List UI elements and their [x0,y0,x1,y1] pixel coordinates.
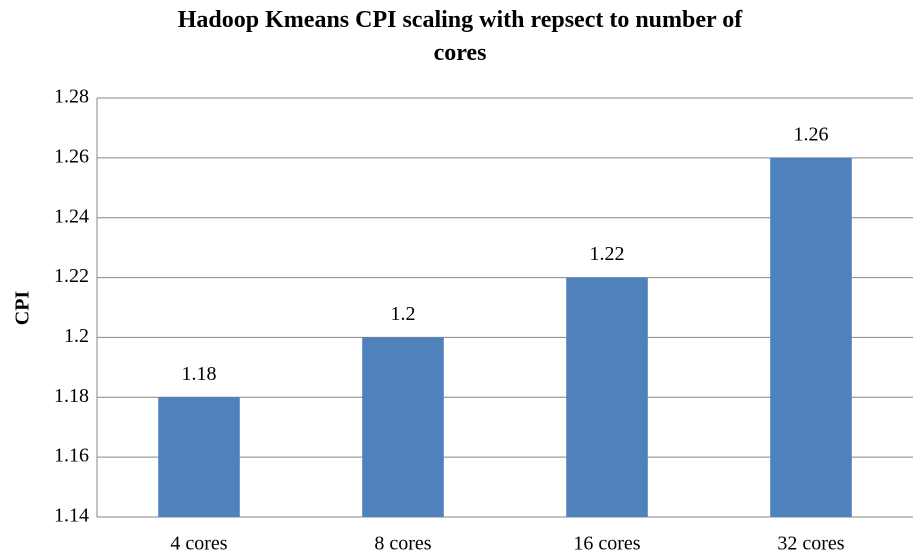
bar [770,157,852,517]
bar [566,277,648,517]
y-tick-label: 1.16 [54,445,89,467]
data-label: 1.22 [590,243,625,265]
chart-title: Hadoop Kmeans CPI scaling with repsect t… [177,7,743,66]
x-tick-label: 4 cores [170,533,227,555]
y-axis-label: CPI [12,291,34,326]
y-tick-label: 1.22 [54,265,89,287]
x-tick-label: 32 cores [777,533,844,555]
bar [362,337,444,517]
y-tick-label: 1.18 [54,385,89,407]
y-tick-label: 1.14 [54,505,89,527]
data-label: 1.18 [182,363,217,385]
x-tick-label: 16 cores [573,533,640,555]
y-tick-label: 1.24 [54,205,89,227]
data-label: 1.26 [794,123,829,145]
y-tick-label: 1.26 [54,145,89,167]
x-tick-label: 8 cores [374,533,431,555]
data-label: 1.2 [391,303,416,325]
y-tick-label: 1.28 [54,86,89,108]
bar [158,397,240,517]
y-tick-label: 1.2 [64,325,89,347]
